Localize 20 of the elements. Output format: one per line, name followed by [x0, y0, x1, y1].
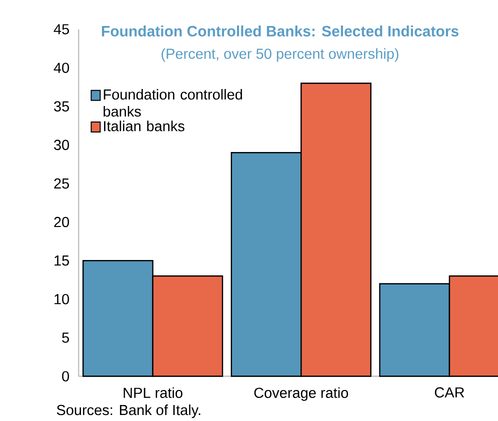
x-tick-label: NPL ratio [124, 387, 182, 398]
x-tick-label: CAR [434, 387, 464, 398]
x-tick-label: Coverage ratio [254, 387, 348, 401]
y-tick-label: 25 [54, 178, 69, 189]
y-tick-label: 5 [62, 332, 69, 343]
y-tick-label: 35 [54, 101, 69, 112]
chart-title: Foundation Controlled Banks: Selected Indicators [102, 25, 458, 36]
y-tick-label: 20 [54, 216, 70, 228]
y-tick-label: 0 [62, 371, 70, 382]
bar [152, 275, 224, 377]
source-note: Sources: Bank of Italy. [56, 404, 200, 418]
text: (Percent, over 50 percent ownership) [162, 48, 398, 62]
legend-label: Italian banks [104, 120, 184, 132]
y-tick-label: 30 [54, 140, 70, 150]
y-tick-label: 40 [54, 62, 70, 73]
y-tick-label: 45 [54, 24, 69, 34]
legend-label: Foundation controlled banks [104, 88, 242, 117]
bar [300, 82, 372, 377]
y-tick-label: 15 [54, 256, 69, 266]
y-tick-label: 10 [54, 294, 70, 304]
